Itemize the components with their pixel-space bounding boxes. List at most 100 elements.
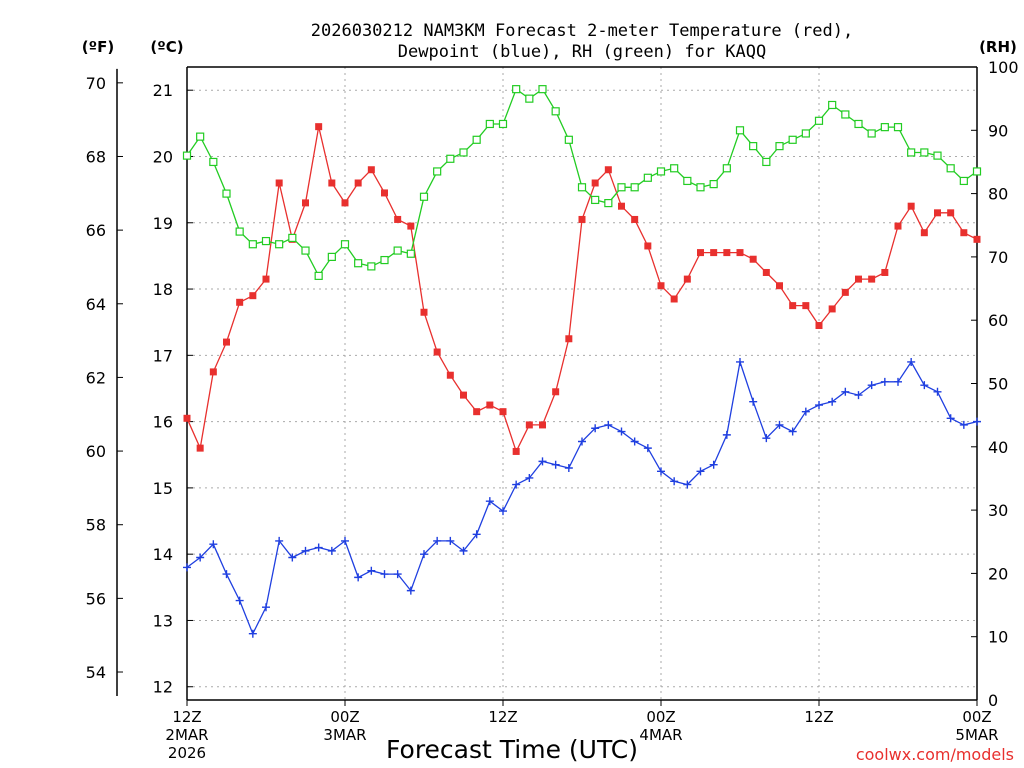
relative-humidity-point [354,259,363,268]
fahrenheit-tick-label: 58 [86,516,106,535]
relative-humidity-point [814,116,824,125]
dewpoint-point [749,397,758,406]
relative-humidity-point [972,167,982,176]
relative-humidity-point [893,123,903,132]
relative-humidity-point [920,148,929,157]
relative-humidity-point [551,107,560,116]
dewpoint-point [630,437,639,446]
relative-humidity-point [907,148,916,157]
dewpoint-point [222,570,231,579]
relative-humidity-point [393,246,402,255]
relative-humidity-point [261,236,271,246]
relative-humidity-point [314,271,323,280]
dewpoint-point [880,377,889,386]
temperature-point [262,275,270,283]
relative-humidity-point [933,151,942,160]
dewpoint-point [946,414,955,423]
x-tick-label: 00Z [962,708,991,726]
celsius-tick-label: 15 [153,479,173,498]
temperature-point [841,288,849,296]
celsius-tick-label: 14 [153,545,173,564]
relative-humidity-point [577,183,587,192]
rh-tick-label: 60 [988,311,1008,330]
temperature-point [947,209,955,217]
dewpoint-point [696,467,705,476]
x-tick-label: 12Z [804,708,833,726]
relative-humidity-point [419,192,429,201]
temperature-point [710,249,718,257]
dewpoint-point [736,357,744,366]
dewpoint-point [485,497,494,506]
temperature-point [973,235,981,243]
temperature-point [934,209,941,217]
temperature-point [275,179,283,187]
temperature-line [186,126,978,454]
temperature-point [328,179,336,187]
temperature-point [749,255,757,263]
temperature-point [631,215,639,223]
relative-humidity-point [656,167,666,176]
dewpoint-point [801,407,810,416]
dewpoint-point [670,477,679,486]
temperature-point [565,335,573,343]
dewpoint-point [564,464,573,473]
relative-humidity-point [735,126,745,135]
chart-title-line-2: Dewpoint (blue), RH (green) for KAQQ [398,42,766,62]
temperature-point [618,202,625,210]
x-tick-label: 2026 [168,744,206,762]
dewpoint-point [354,573,363,582]
temperature-point [354,179,362,187]
credit-label: coolwx.com/models [856,745,1014,764]
relative-humidity-point [591,195,600,205]
rh-tick-label: 80 [988,185,1008,204]
rh-tick-label: 50 [988,375,1008,394]
temperature-point [670,295,678,303]
temperature-point [762,268,770,276]
temperature-point [381,189,388,197]
temperature-point [236,298,244,306]
dewpoint-point [538,457,547,466]
dewpoint-point [828,397,837,406]
relative-humidity-point [538,85,547,94]
temperature-point [855,275,862,283]
temperature-point [828,305,836,313]
temperature-point [723,249,731,257]
temperature-point [486,401,494,409]
x-tick-label: 12Z [488,708,517,726]
dewpoint-point [433,536,442,545]
dewpoint-point [512,480,521,489]
relative-humidity-point [749,142,758,151]
temperature-point [183,414,191,422]
fahrenheit-tick-label: 64 [86,295,106,314]
temperature-point [460,391,467,399]
relative-humidity-point [696,183,705,192]
dewpoint-point [657,467,665,476]
temperature-point [394,215,402,223]
x-tick-label: 2MAR [165,726,208,744]
relative-humidity-point [564,135,573,144]
relative-humidity-point [525,94,534,103]
temperature-point [341,199,349,207]
relative-humidity-point [459,148,468,157]
celsius-unit-label: (ºC) [150,38,183,56]
temperature-point [894,222,902,230]
dewpoint-point [920,381,929,390]
celsius-tick-label: 16 [153,413,173,432]
dewpoint-point [959,420,968,429]
fahrenheit-tick-label: 70 [86,74,106,93]
fahrenheit-unit-label: (ºF) [82,38,114,56]
temperature-point [315,123,323,131]
dewpoint-point [907,357,916,366]
dewpoint-point [722,430,731,439]
relative-humidity-point [485,119,494,129]
relative-humidity-point [867,129,876,138]
relative-humidity-point [880,123,889,132]
dewpoint-point [367,566,376,575]
temperature-point [604,166,612,174]
temperature-point [907,202,915,210]
relative-humidity-point [946,164,955,173]
dewpoint-point [933,387,942,396]
dewpoint-point [301,546,310,555]
relative-humidity-point [630,183,639,192]
dewpoint-point [815,401,823,410]
